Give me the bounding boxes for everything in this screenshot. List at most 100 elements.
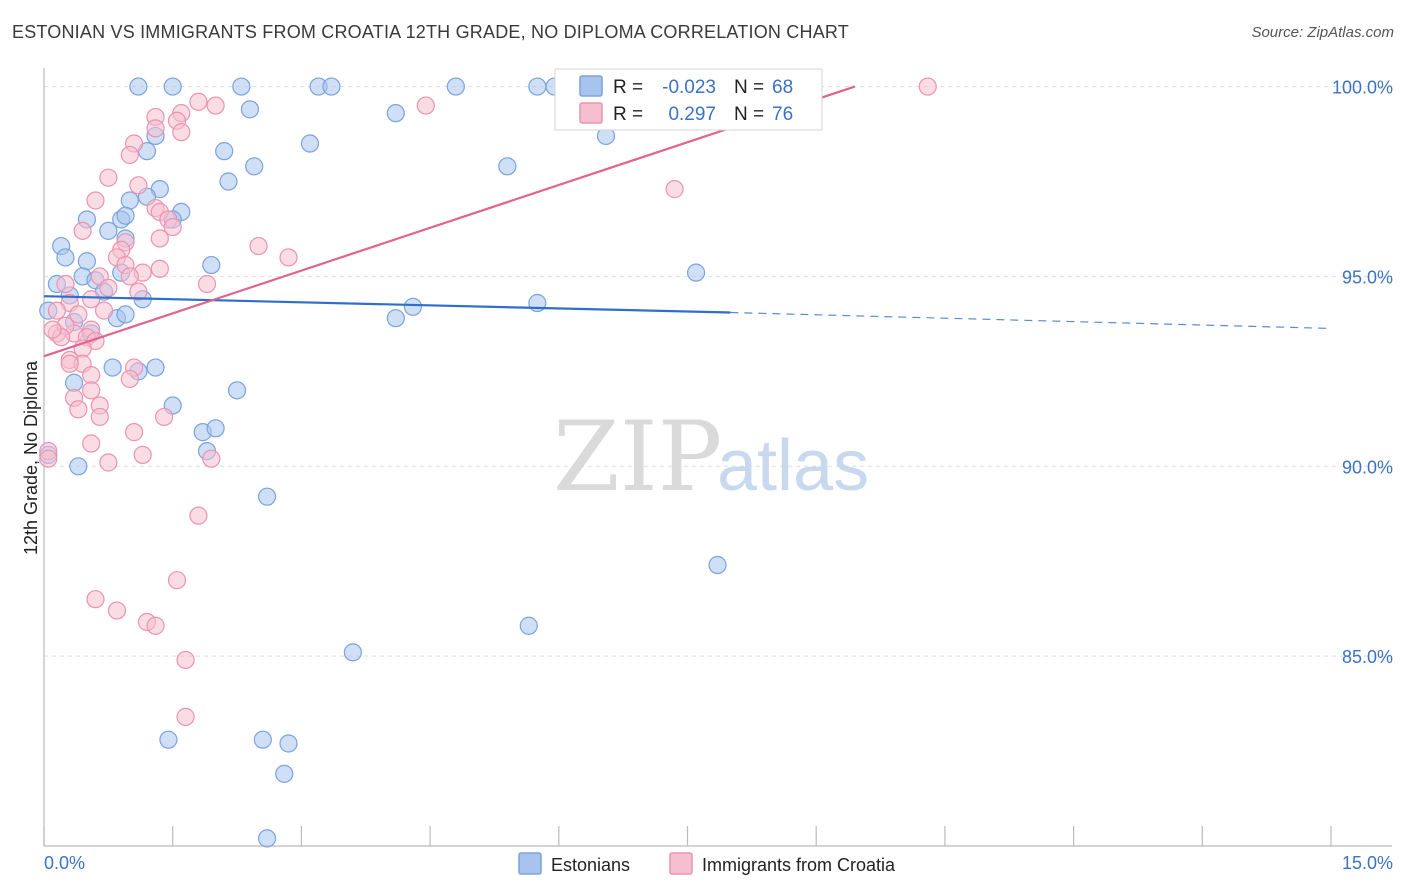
stats-n-label-2: N =	[734, 104, 764, 125]
point-estonians	[163, 77, 182, 96]
chart-source: Source: ZipAtlas.com	[1251, 24, 1394, 41]
point-estonians	[129, 77, 148, 96]
stats-n-label-1: N =	[734, 77, 764, 98]
point-croatia	[279, 248, 298, 267]
stats-n-value-1: 68	[772, 77, 793, 98]
point-estonians	[206, 419, 225, 438]
stats-r-value-2: 0.297	[668, 104, 716, 125]
point-croatia	[416, 96, 435, 115]
point-estonians	[275, 764, 294, 783]
legend-swatch-croatia	[669, 852, 693, 875]
point-estonians	[257, 487, 277, 506]
stats-n-value-2: 76	[772, 104, 793, 125]
point-croatia	[86, 191, 105, 210]
point-croatia	[69, 305, 88, 324]
stats-swatch-estonians	[579, 75, 603, 97]
point-estonians	[103, 358, 122, 377]
point-croatia	[172, 123, 191, 142]
point-croatia	[167, 571, 187, 590]
point-croatia	[56, 274, 75, 294]
x-tick-label-max: 15.0%	[1342, 853, 1393, 873]
point-croatia	[206, 96, 225, 115]
point-croatia	[146, 119, 165, 138]
point-estonians	[69, 457, 88, 476]
point-croatia	[146, 616, 165, 635]
point-croatia	[82, 290, 101, 309]
legend-label-croatia: Immigrants from Croatia	[702, 855, 896, 875]
point-estonians	[253, 730, 272, 749]
point-estonians	[386, 309, 405, 328]
point-estonians	[146, 358, 165, 377]
point-croatia	[133, 445, 152, 464]
point-croatia	[129, 176, 148, 195]
point-estonians	[159, 730, 178, 749]
point-estonians	[56, 248, 75, 267]
point-estonians	[519, 616, 538, 635]
point-croatia	[150, 229, 169, 248]
point-estonians	[120, 191, 139, 210]
legend-label-estonians: Estonians	[551, 855, 630, 875]
point-estonians	[227, 381, 247, 400]
y-tick-label: 95.0%	[1342, 267, 1393, 287]
point-croatia	[82, 381, 101, 400]
point-croatia	[94, 301, 114, 320]
data-points	[39, 77, 937, 848]
point-croatia	[90, 407, 109, 427]
point-croatia	[249, 236, 268, 256]
point-estonians	[257, 829, 277, 848]
chart-title: ESTONIAN VS IMMIGRANTS FROM CROATIA 12TH…	[12, 22, 849, 42]
point-croatia	[163, 217, 182, 237]
point-croatia	[155, 407, 174, 427]
watermark: ZIP atlas	[553, 401, 869, 513]
point-estonians	[202, 255, 221, 275]
point-croatia	[120, 267, 139, 286]
point-croatia	[189, 506, 208, 525]
trend-lines	[43, 85, 1332, 358]
point-croatia	[918, 77, 937, 96]
stats-swatch-croatia	[579, 102, 603, 124]
stats-r-value-1: -0.023	[662, 77, 716, 98]
point-estonians	[64, 373, 84, 392]
point-croatia	[47, 301, 66, 320]
stats-legend: R = -0.023 N = 68 R = 0.297 N = 76	[554, 68, 823, 131]
trend-line-estonians-extension	[730, 311, 1332, 330]
point-estonians	[240, 100, 260, 119]
point-estonians	[386, 104, 405, 123]
point-estonians	[708, 555, 727, 575]
point-estonians	[215, 142, 234, 161]
point-croatia	[82, 366, 101, 385]
point-croatia	[73, 221, 92, 240]
y-tick-label: 90.0%	[1342, 457, 1393, 477]
point-estonians	[322, 77, 341, 96]
point-croatia	[82, 434, 101, 453]
y-tick-label: 85.0%	[1342, 647, 1393, 667]
point-estonians	[686, 263, 706, 282]
point-croatia	[43, 320, 62, 339]
trend-line-croatia	[43, 85, 856, 358]
point-estonians	[300, 134, 320, 153]
point-estonians	[99, 221, 118, 240]
point-croatia	[197, 274, 217, 294]
point-croatia	[99, 453, 118, 472]
point-estonians	[279, 734, 298, 753]
point-estonians	[343, 643, 362, 662]
watermark-atlas: atlas	[717, 426, 869, 506]
stats-r-label-1: R =	[613, 77, 643, 98]
point-estonians	[116, 305, 135, 324]
point-croatia	[176, 650, 195, 670]
point-estonians	[219, 172, 238, 191]
point-estonians	[528, 77, 547, 96]
tick-labels: 100.0% 95.0% 90.0% 85.0% 0.0% 15.0%	[44, 78, 1393, 873]
point-croatia	[60, 354, 79, 373]
point-croatia	[99, 168, 118, 187]
legend-swatch-estonians	[518, 852, 542, 875]
x-tick-label-min: 0.0%	[44, 853, 85, 873]
stats-r-label-2: R =	[613, 104, 643, 125]
point-croatia	[39, 449, 58, 468]
series-legend: Estonians Immigrants from Croatia	[518, 852, 896, 875]
point-estonians	[77, 252, 97, 271]
point-croatia	[69, 400, 88, 419]
point-croatia	[120, 369, 139, 389]
point-estonians	[245, 157, 264, 176]
